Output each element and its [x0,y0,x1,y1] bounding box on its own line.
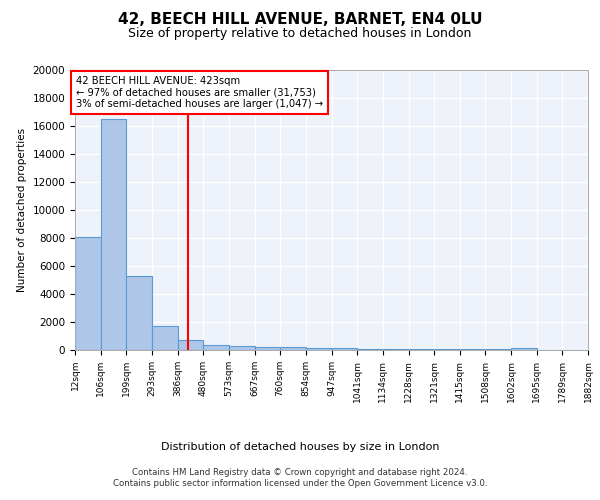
Bar [331,348,357,350]
Bar [383,348,409,350]
Bar [178,340,203,350]
Bar [280,347,306,350]
Bar [152,326,178,350]
Bar [409,349,434,350]
Bar [229,346,254,350]
Bar [203,345,229,350]
Text: 42 BEECH HILL AVENUE: 423sqm
← 97% of detached houses are smaller (31,753)
3% of: 42 BEECH HILL AVENUE: 423sqm ← 97% of de… [76,76,323,109]
Bar [357,348,383,350]
Text: Size of property relative to detached houses in London: Size of property relative to detached ho… [128,26,472,40]
Y-axis label: Number of detached properties: Number of detached properties [17,128,27,292]
Text: Distribution of detached houses by size in London: Distribution of detached houses by size … [161,442,439,452]
Text: Contains HM Land Registry data © Crown copyright and database right 2024.
Contai: Contains HM Land Registry data © Crown c… [113,468,487,487]
Bar [101,119,127,350]
Bar [511,348,537,350]
Bar [306,348,331,350]
Bar [460,349,485,350]
Bar [75,236,101,350]
Bar [254,346,280,350]
Text: 42, BEECH HILL AVENUE, BARNET, EN4 0LU: 42, BEECH HILL AVENUE, BARNET, EN4 0LU [118,12,482,28]
Bar [434,349,460,350]
Bar [127,276,152,350]
